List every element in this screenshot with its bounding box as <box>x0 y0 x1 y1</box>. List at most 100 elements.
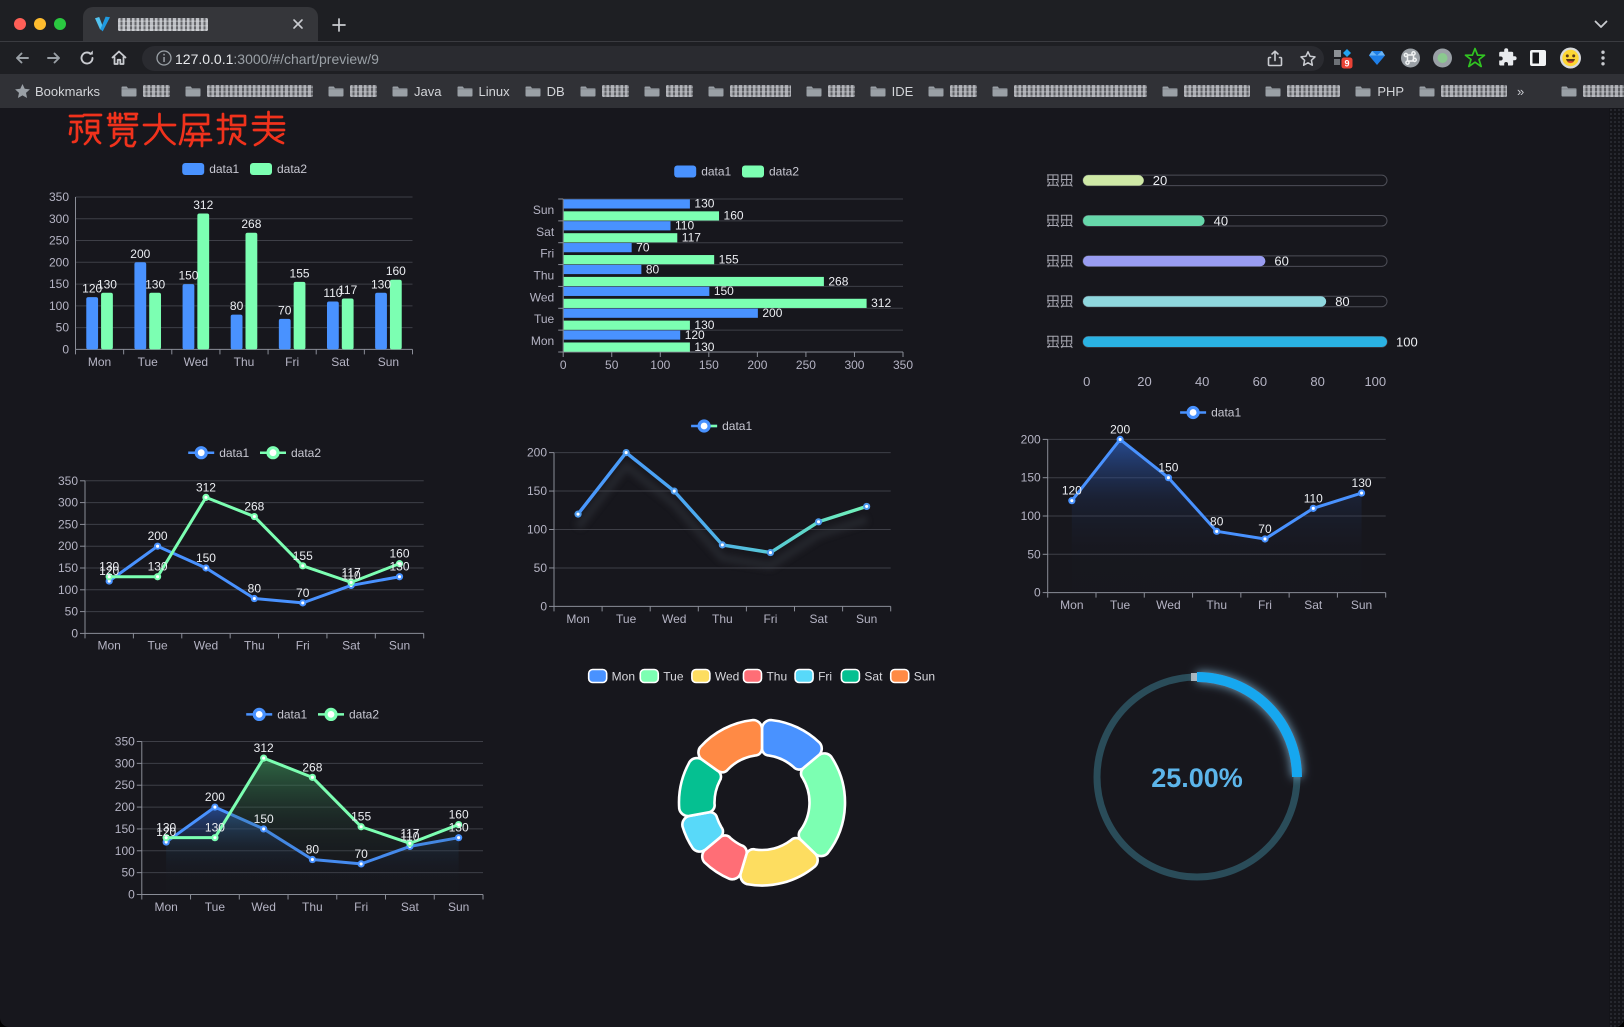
svg-text:160: 160 <box>386 264 406 278</box>
svg-text:Wed: Wed <box>251 900 275 914</box>
svg-text:160: 160 <box>724 209 744 223</box>
svg-text:Mon: Mon <box>88 355 111 369</box>
svg-text:150: 150 <box>115 822 135 836</box>
svg-text:data1: data1 <box>219 446 249 460</box>
svg-text:150: 150 <box>178 269 198 283</box>
svg-text:20: 20 <box>1153 173 1167 188</box>
svg-text:25.00%: 25.00% <box>1151 763 1243 793</box>
svg-text:110: 110 <box>323 286 342 300</box>
svg-text:50: 50 <box>534 561 548 575</box>
svg-text:120: 120 <box>685 328 705 342</box>
svg-text:200: 200 <box>49 255 69 269</box>
svg-text:300: 300 <box>844 358 864 372</box>
svg-text:60: 60 <box>1253 374 1267 389</box>
svg-text:0: 0 <box>62 342 69 356</box>
svg-text:Sun: Sun <box>1351 598 1372 612</box>
svg-text:Sun: Sun <box>914 669 935 683</box>
svg-text:data1: data1 <box>722 419 752 433</box>
svg-text:Mon: Mon <box>154 900 177 914</box>
svg-text:Wed: Wed <box>194 639 218 653</box>
svg-text:Sun: Sun <box>856 612 877 626</box>
svg-text:Wed: Wed <box>184 355 208 369</box>
svg-text:100: 100 <box>58 583 78 597</box>
svg-text:155: 155 <box>719 252 739 266</box>
svg-text:130: 130 <box>371 277 391 291</box>
svg-text:Mon: Mon <box>612 669 635 683</box>
svg-text:data2: data2 <box>349 708 379 722</box>
svg-text:Sat: Sat <box>401 900 420 914</box>
svg-text:80: 80 <box>230 299 244 313</box>
svg-text:Fri: Fri <box>354 900 368 914</box>
svg-text:200: 200 <box>747 358 767 372</box>
svg-text:50: 50 <box>65 605 79 619</box>
svg-text:350: 350 <box>58 474 78 488</box>
svg-text:350: 350 <box>115 735 135 749</box>
svg-text:Thu: Thu <box>302 900 323 914</box>
svg-text:150: 150 <box>58 561 78 575</box>
svg-text:200: 200 <box>527 446 547 460</box>
svg-text:200: 200 <box>205 790 225 804</box>
svg-text:268: 268 <box>828 274 848 288</box>
svg-text:50: 50 <box>56 321 70 335</box>
svg-text:Sun: Sun <box>448 900 469 914</box>
svg-text:data1: data1 <box>277 708 307 722</box>
svg-text:130: 130 <box>145 277 165 291</box>
svg-text:80: 80 <box>306 843 320 857</box>
svg-text:50: 50 <box>605 358 619 372</box>
svg-text:0: 0 <box>560 358 567 372</box>
svg-text:150: 150 <box>1021 471 1041 485</box>
svg-text:Sat: Sat <box>810 612 829 626</box>
svg-text:Fri: Fri <box>763 612 777 626</box>
svg-text:268: 268 <box>241 217 261 231</box>
svg-text:130: 130 <box>694 318 714 332</box>
svg-text:Thu: Thu <box>244 639 265 653</box>
svg-text:312: 312 <box>193 198 213 212</box>
svg-text:130: 130 <box>97 277 117 291</box>
svg-text:150: 150 <box>527 484 547 498</box>
svg-text:60: 60 <box>1274 254 1288 269</box>
svg-text:200: 200 <box>1110 422 1130 436</box>
svg-text:120: 120 <box>99 564 119 578</box>
svg-text:117: 117 <box>400 826 419 840</box>
svg-text:160: 160 <box>389 547 409 561</box>
svg-text:100: 100 <box>1021 509 1041 523</box>
svg-text:130: 130 <box>99 560 119 574</box>
svg-text:300: 300 <box>58 496 78 510</box>
svg-text:Wed: Wed <box>1156 598 1180 612</box>
svg-text:Sat: Sat <box>331 355 350 369</box>
svg-text:155: 155 <box>293 549 313 563</box>
svg-text:350: 350 <box>49 190 69 204</box>
svg-text:70: 70 <box>278 303 292 317</box>
svg-text:155: 155 <box>290 266 310 280</box>
svg-text:Tue: Tue <box>663 669 684 683</box>
svg-text:150: 150 <box>714 284 734 298</box>
svg-text:130: 130 <box>205 821 225 835</box>
svg-text:100: 100 <box>115 844 135 858</box>
svg-text:250: 250 <box>49 234 69 248</box>
svg-text:Sun: Sun <box>378 355 399 369</box>
svg-text:Tue: Tue <box>205 900 226 914</box>
svg-text:300: 300 <box>115 756 135 770</box>
svg-text:Mon: Mon <box>1060 598 1083 612</box>
svg-text:80: 80 <box>646 262 660 276</box>
svg-text:150: 150 <box>1158 461 1178 475</box>
svg-text:130: 130 <box>148 560 168 574</box>
svg-text:150: 150 <box>196 551 216 565</box>
svg-text:Fri: Fri <box>285 355 299 369</box>
svg-text:data2: data2 <box>277 162 307 176</box>
svg-text:0: 0 <box>128 888 135 902</box>
svg-text:117: 117 <box>338 283 357 297</box>
svg-text:130: 130 <box>156 821 176 835</box>
svg-text:268: 268 <box>302 760 322 774</box>
svg-text:0: 0 <box>1083 374 1090 389</box>
svg-text:120: 120 <box>1062 484 1082 498</box>
svg-text:Sat: Sat <box>342 639 361 653</box>
svg-text:Thu: Thu <box>534 269 555 283</box>
svg-text:100: 100 <box>650 358 670 372</box>
svg-text:Tue: Tue <box>147 639 168 653</box>
svg-text:150: 150 <box>49 277 69 291</box>
svg-text:268: 268 <box>244 500 264 514</box>
svg-text:Thu: Thu <box>234 355 255 369</box>
svg-text:70: 70 <box>354 847 368 861</box>
svg-text:50: 50 <box>1027 547 1041 561</box>
